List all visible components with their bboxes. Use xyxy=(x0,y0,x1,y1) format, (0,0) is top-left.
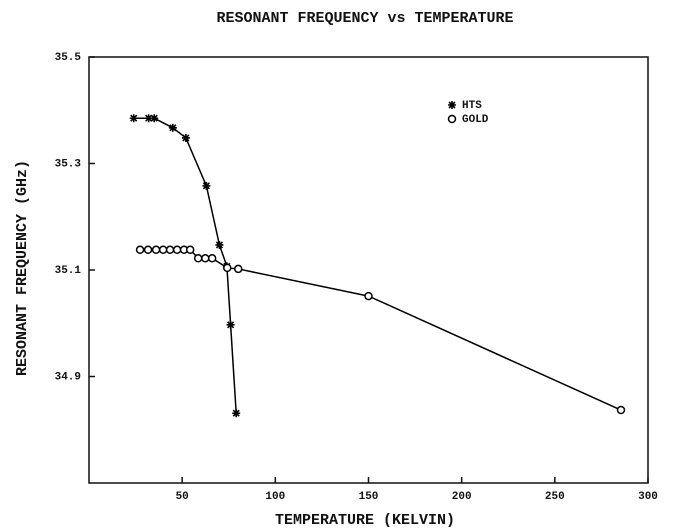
x-tick-label: 250 xyxy=(545,491,565,503)
y-tick-label: 35.1 xyxy=(55,265,82,277)
y-tick-label: 35.5 xyxy=(55,52,82,64)
point xyxy=(215,240,224,249)
series-line xyxy=(140,249,622,411)
chart-title: RESONANT FREQUENCY vs TEMPERATURE xyxy=(216,10,513,27)
point xyxy=(135,245,145,255)
point xyxy=(616,405,626,415)
point xyxy=(150,114,159,123)
y-tick-label: 35.3 xyxy=(55,158,82,170)
point xyxy=(201,254,210,263)
x-tick-label: 100 xyxy=(265,491,285,503)
legend-marker xyxy=(447,114,457,124)
point xyxy=(144,114,153,123)
x-axis-label: TEMPERATURE (KELVIN) xyxy=(275,512,455,529)
x-tick-label: 150 xyxy=(359,491,379,503)
point xyxy=(202,181,211,190)
point xyxy=(226,320,235,329)
series-line xyxy=(133,117,237,414)
point xyxy=(234,264,243,274)
point xyxy=(185,245,195,255)
point xyxy=(172,245,182,255)
y-tick-label: 34.9 xyxy=(55,371,81,383)
point xyxy=(181,133,190,142)
legend-label: HTS xyxy=(462,100,482,112)
x-tick-label: 50 xyxy=(176,491,189,503)
point xyxy=(193,254,203,263)
x-tick-label: 200 xyxy=(452,491,472,503)
point xyxy=(165,245,175,255)
point xyxy=(158,245,168,255)
point xyxy=(129,114,138,123)
point xyxy=(207,254,217,263)
point xyxy=(364,291,373,301)
y-axis-label: RESONANT FREQUENCY (GHz) xyxy=(14,160,31,376)
plot-frame xyxy=(88,56,649,484)
legend-marker xyxy=(448,101,456,109)
x-tick-label: 300 xyxy=(638,491,658,503)
point xyxy=(151,245,161,255)
legend-label: GOLD xyxy=(462,114,489,126)
point xyxy=(223,263,232,273)
point xyxy=(168,123,177,132)
point xyxy=(143,245,153,255)
point xyxy=(232,409,241,418)
